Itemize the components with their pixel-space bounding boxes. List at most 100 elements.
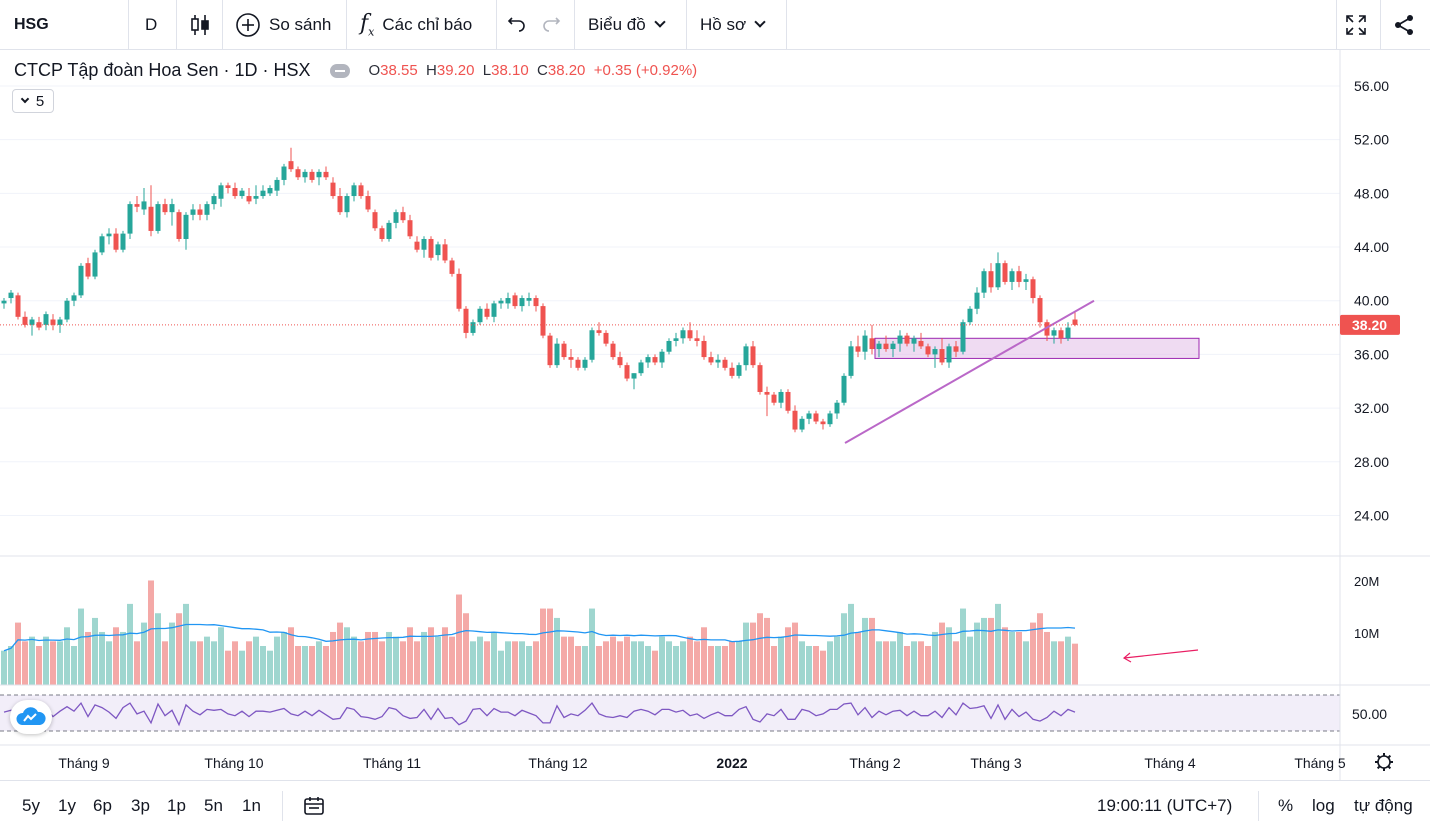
chart-area[interactable]: 56.00 52.00 48.00 44.00 40.00 36.00 32.00 28.00… <box>0 50 1430 780</box>
volume-bar <box>617 641 623 685</box>
candle-body <box>407 220 413 237</box>
candle-body <box>694 338 700 341</box>
candle-body <box>848 346 854 376</box>
candle-body <box>988 271 994 288</box>
volume-bar <box>610 636 616 685</box>
volume-bar <box>519 641 525 685</box>
fullscreen-button[interactable] <box>1344 0 1368 49</box>
candle-body <box>106 233 112 237</box>
volume-bar <box>281 631 287 685</box>
share-button[interactable] <box>1392 0 1416 49</box>
candle-body <box>715 359 721 363</box>
candle-body <box>708 357 714 363</box>
arrow-head <box>1122 652 1132 663</box>
log-toggle[interactable]: log <box>1312 796 1335 815</box>
candle-body <box>316 171 322 178</box>
volume-bar <box>967 636 973 685</box>
candle-body <box>1 300 7 304</box>
compare-label: So sánh <box>269 14 332 34</box>
gear-icon[interactable] <box>1375 753 1393 771</box>
volume-bar <box>855 631 861 685</box>
volume-bar <box>414 641 420 685</box>
candle-body <box>64 300 70 320</box>
range-button-5n[interactable]: 5n <box>204 796 223 815</box>
candle-body <box>533 298 539 307</box>
volume-bar <box>253 636 259 685</box>
volume-bar <box>736 641 742 685</box>
candle-body <box>610 343 616 358</box>
volume-bar <box>36 646 42 685</box>
top-toolbar: HSG D So sánh fx Các chỉ báo Biểu đồ Hồ … <box>0 0 1430 50</box>
candles-icon[interactable] <box>188 0 212 49</box>
candle-body <box>71 295 77 301</box>
chart-menu-button[interactable]: Biểu đồ <box>588 0 666 49</box>
candle-body <box>85 263 91 277</box>
volume-bar <box>71 646 77 685</box>
volume-bar <box>1023 641 1029 685</box>
candle-body <box>148 206 154 231</box>
volume-bar <box>498 650 504 685</box>
toolbar-divider <box>496 0 497 49</box>
candle-body <box>456 273 462 309</box>
volume-bar <box>904 646 910 685</box>
candle-body <box>463 308 469 333</box>
volume-bar <box>295 646 301 685</box>
volume-bar <box>645 646 651 685</box>
candle-body <box>645 357 651 363</box>
range-button-1y[interactable]: 1y <box>58 796 76 815</box>
volume-bar <box>1002 627 1008 685</box>
eye-icon[interactable] <box>330 63 351 78</box>
arrow-line <box>1123 649 1199 659</box>
candle-body <box>50 319 56 325</box>
share-icon <box>1395 14 1413 35</box>
indicators-button[interactable]: fx Các chỉ báo <box>360 0 472 49</box>
auto-scale-toggle[interactable]: tự động <box>1354 796 1413 815</box>
profile-menu-button[interactable]: Hồ sơ <box>700 0 766 49</box>
candle-body <box>526 298 532 301</box>
symbol-search[interactable]: HSG <box>14 15 49 33</box>
candle-body <box>764 391 770 395</box>
redo-button[interactable] <box>540 0 562 49</box>
volume-bar <box>463 613 469 685</box>
chart-legend: CTCP Tập đoàn Hoa Sen · 1D · HSX O38.55 … <box>14 60 697 81</box>
undo-button[interactable] <box>506 0 528 49</box>
candle-body <box>323 171 329 178</box>
range-button-1p[interactable]: 1p <box>167 796 186 815</box>
volume-bar <box>708 646 714 685</box>
volume-bar <box>1051 641 1057 685</box>
candle-body <box>239 190 245 197</box>
candle-body <box>911 338 917 344</box>
percent-toggle[interactable]: % <box>1278 796 1294 815</box>
calendar-icon <box>304 797 324 815</box>
volume-bar <box>939 622 945 685</box>
bottom-toolbar: 5y 1y 6p 3p 1p 5n 1n 19:00:11 (UTC+7) % log tự… <box>0 780 1430 831</box>
volume-bar <box>239 650 245 685</box>
date-range-button[interactable] <box>303 781 325 831</box>
toolbar-divider <box>1380 0 1381 49</box>
range-button-1n[interactable]: 1n <box>242 796 261 815</box>
volume-bar <box>351 636 357 685</box>
tradingview-logo-button[interactable] <box>10 700 52 734</box>
candle-body <box>624 365 630 379</box>
price-tick-label: 36.00 <box>1354 346 1389 362</box>
candle-body <box>155 204 161 231</box>
candle-body <box>78 265 84 296</box>
volume-bar <box>106 641 112 685</box>
compare-button[interactable]: So sánh <box>235 0 331 49</box>
range-button-5y[interactable]: 5y <box>22 796 40 815</box>
range-button-3p[interactable]: 3p <box>131 796 150 815</box>
clock-display[interactable]: 19:00:11 (UTC+7) <box>1097 796 1233 815</box>
candle-body <box>253 196 259 199</box>
price-chart[interactable]: 56.00 52.00 48.00 44.00 40.00 36.00 32.00 28.00… <box>0 50 1430 780</box>
candle-body <box>876 343 882 350</box>
candle-body <box>540 306 546 336</box>
volume-bar <box>1044 631 1050 685</box>
candle-body <box>470 322 476 333</box>
candle-body <box>365 196 371 210</box>
volume-bar <box>729 641 735 685</box>
legend-collapse-button[interactable]: 5 <box>12 89 54 113</box>
range-button-6p[interactable]: 6p <box>93 796 112 815</box>
volume-bar <box>477 636 483 685</box>
volume-bar <box>547 608 553 685</box>
interval-button[interactable]: D <box>145 14 158 34</box>
